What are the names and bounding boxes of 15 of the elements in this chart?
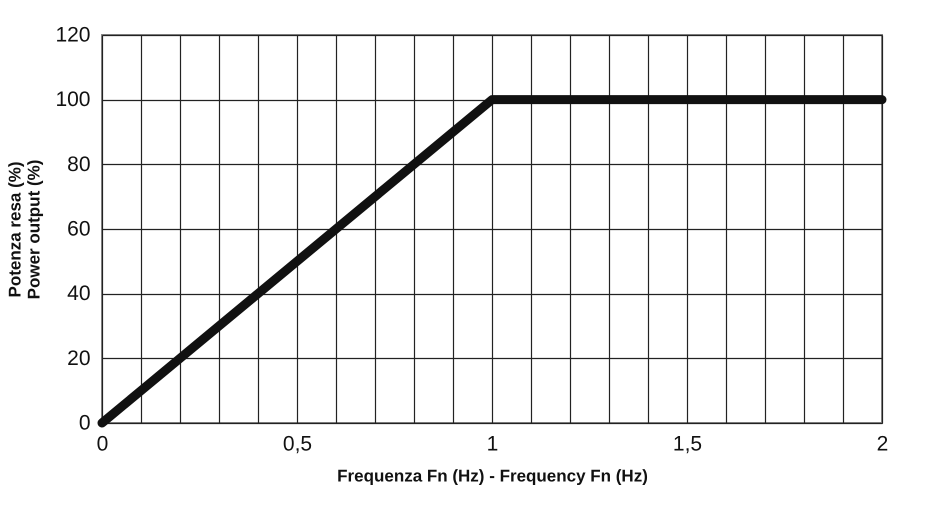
y-tick-label: 120: [55, 24, 90, 46]
x-tick-label: 0,5: [282, 432, 312, 456]
text: Potenza resa (%): [5, 161, 24, 298]
text: Power output (%): [24, 160, 44, 300]
y-tick-label: 60: [67, 218, 90, 240]
y-tick-label: 20: [67, 346, 90, 370]
x-tick-label: 1,5: [672, 432, 702, 456]
x-tick-label: 1: [486, 432, 498, 456]
y-tick-label: 0: [78, 412, 90, 434]
y-tick-label: 100: [55, 88, 90, 112]
x-axis-title: Frequenza Fn (Hz) - Frequency Fn (Hz): [337, 466, 648, 486]
x-tick-label: 0: [96, 432, 108, 456]
y-tick-label: 80: [67, 152, 90, 176]
y-tick-label: 40: [67, 282, 90, 306]
x-tick-label: 2: [876, 432, 888, 456]
